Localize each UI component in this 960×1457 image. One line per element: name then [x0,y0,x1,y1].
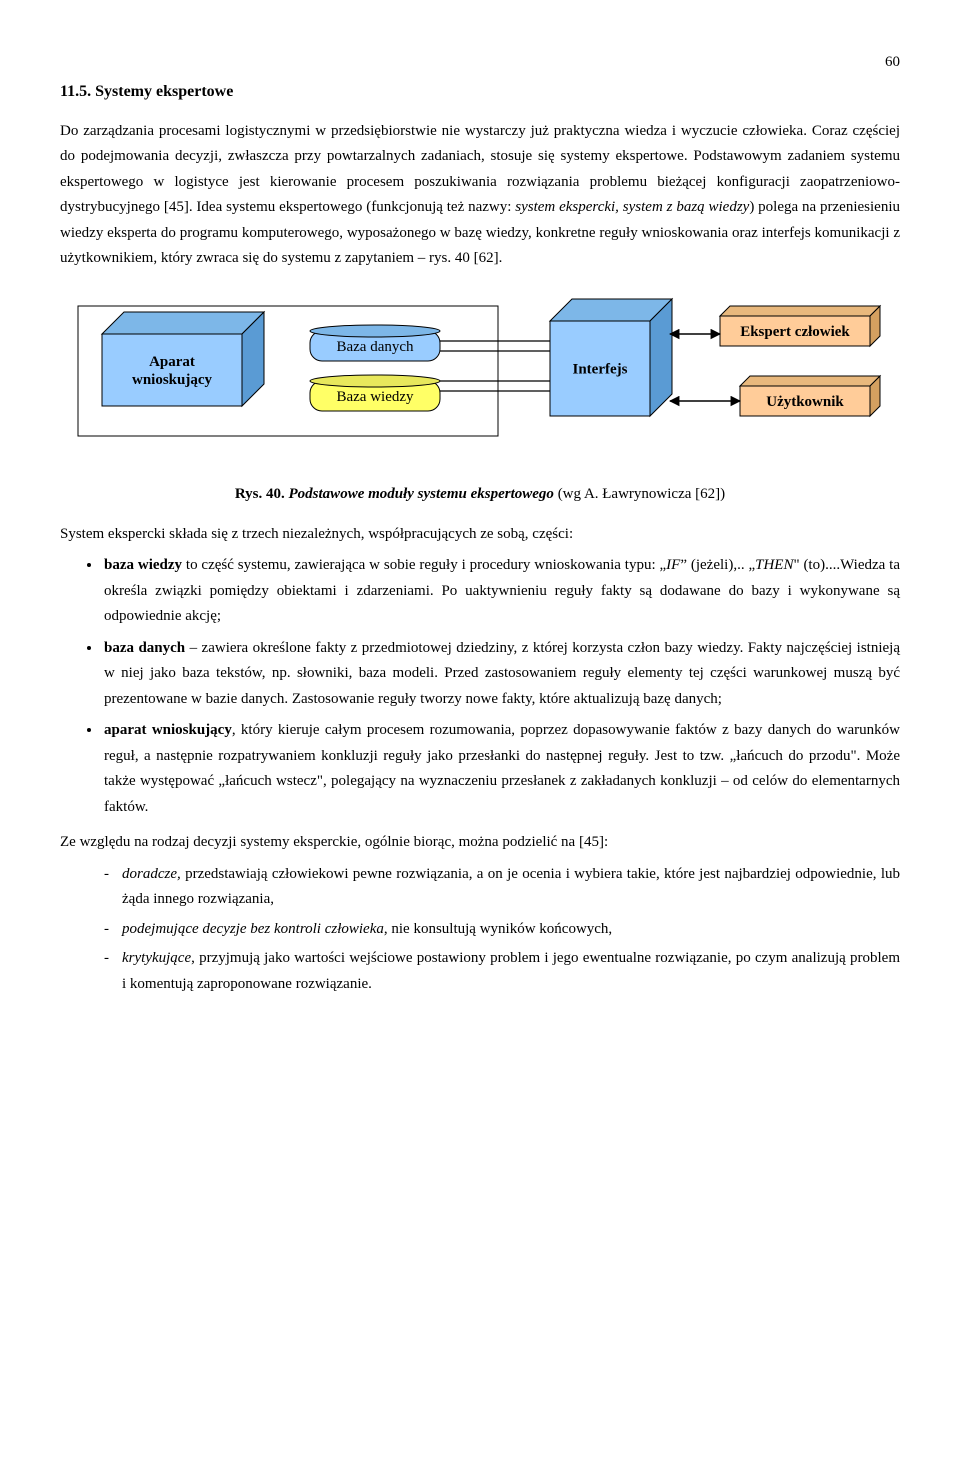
svg-text:Interfejs: Interfejs [573,361,628,377]
dash-item: krytykujące, przyjmują jako wartości wej… [122,946,900,997]
svg-text:Użytkownik: Użytkownik [766,394,844,410]
diagram-svg: Aparat wnioskujący Baza danych Baza wiedzy I… [60,286,890,461]
paragraph-intro: Do zarządzania procesami logistycznymi w… [60,119,900,272]
dash-list: doradcze, przedstawiają człowiekowi pewn… [60,862,900,998]
bullet-item: baza danych – zawiera określone fakty z … [102,636,900,713]
dash-item: podejmujące decyzje bez kontroli człowie… [122,917,900,943]
page-number: 60 [60,50,900,76]
list-lead-1: System ekspercki składa się z trzech nie… [60,522,900,548]
list-lead-2: Ze względu na rodzaj decyzji systemy eks… [60,830,900,856]
svg-text:Baza wiedzy: Baza wiedzy [336,389,414,405]
svg-text:wnioskujący: wnioskujący [132,372,213,388]
bullet-item: baza wiedzy to część systemu, zawierając… [102,553,900,630]
svg-text:Baza danych: Baza danych [336,339,414,355]
bullet-list: baza wiedzy to część systemu, zawierając… [60,553,900,820]
svg-text:Aparat: Aparat [149,354,195,370]
section-heading: 11.5. Systemy ekspertowe [60,78,900,105]
svg-text:Ekspert człowiek: Ekspert człowiek [740,324,850,340]
dash-item: doradcze, przedstawiają człowiekowi pewn… [122,862,900,913]
bullet-item: aparat wnioskujący, który kieruje całym … [102,718,900,820]
figure-caption: Rys. 40. Podstawowe moduły systemu ekspe… [60,482,900,508]
diagram-expert-system: Aparat wnioskujący Baza danych Baza wiedzy I… [60,286,900,471]
